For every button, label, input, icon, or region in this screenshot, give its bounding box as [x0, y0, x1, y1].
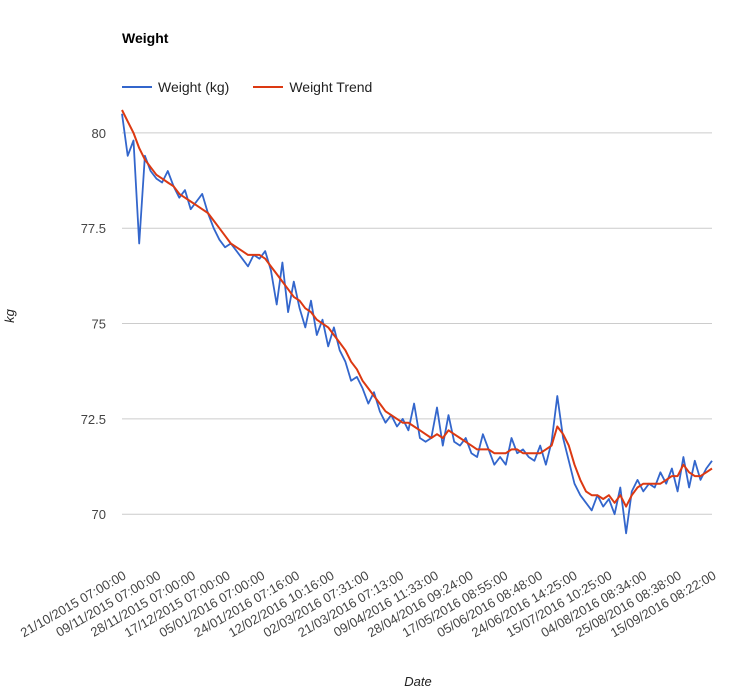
- legend: Weight (kg) Weight Trend: [122, 79, 396, 95]
- x-axis-title: Date: [404, 674, 431, 689]
- series-line-weight[interactable]: [121, 113, 713, 535]
- y-tick-label: 75: [92, 317, 106, 332]
- y-tick-label: 70: [92, 507, 106, 522]
- legend-label-weight: Weight (kg): [158, 79, 230, 95]
- y-tick-label: 72.5: [81, 412, 106, 427]
- chart-title: Weight: [122, 30, 169, 46]
- legend-item-trend[interactable]: Weight Trend: [253, 79, 372, 95]
- gridlines: [122, 132, 712, 515]
- legend-swatch-trend: [253, 86, 284, 88]
- y-tick-label: 77.5: [81, 221, 106, 236]
- y-tick-label: 80: [92, 126, 106, 141]
- legend-item-weight[interactable]: Weight (kg): [122, 79, 229, 95]
- series-line-trend[interactable]: [121, 109, 713, 508]
- y-axis-ticks: 70 72.5 75 77.5 80: [81, 126, 106, 522]
- legend-swatch-weight: [122, 86, 152, 88]
- legend-label-trend: Weight Trend: [289, 79, 373, 95]
- series-layer: [121, 109, 713, 535]
- y-axis-title: kg: [2, 308, 17, 323]
